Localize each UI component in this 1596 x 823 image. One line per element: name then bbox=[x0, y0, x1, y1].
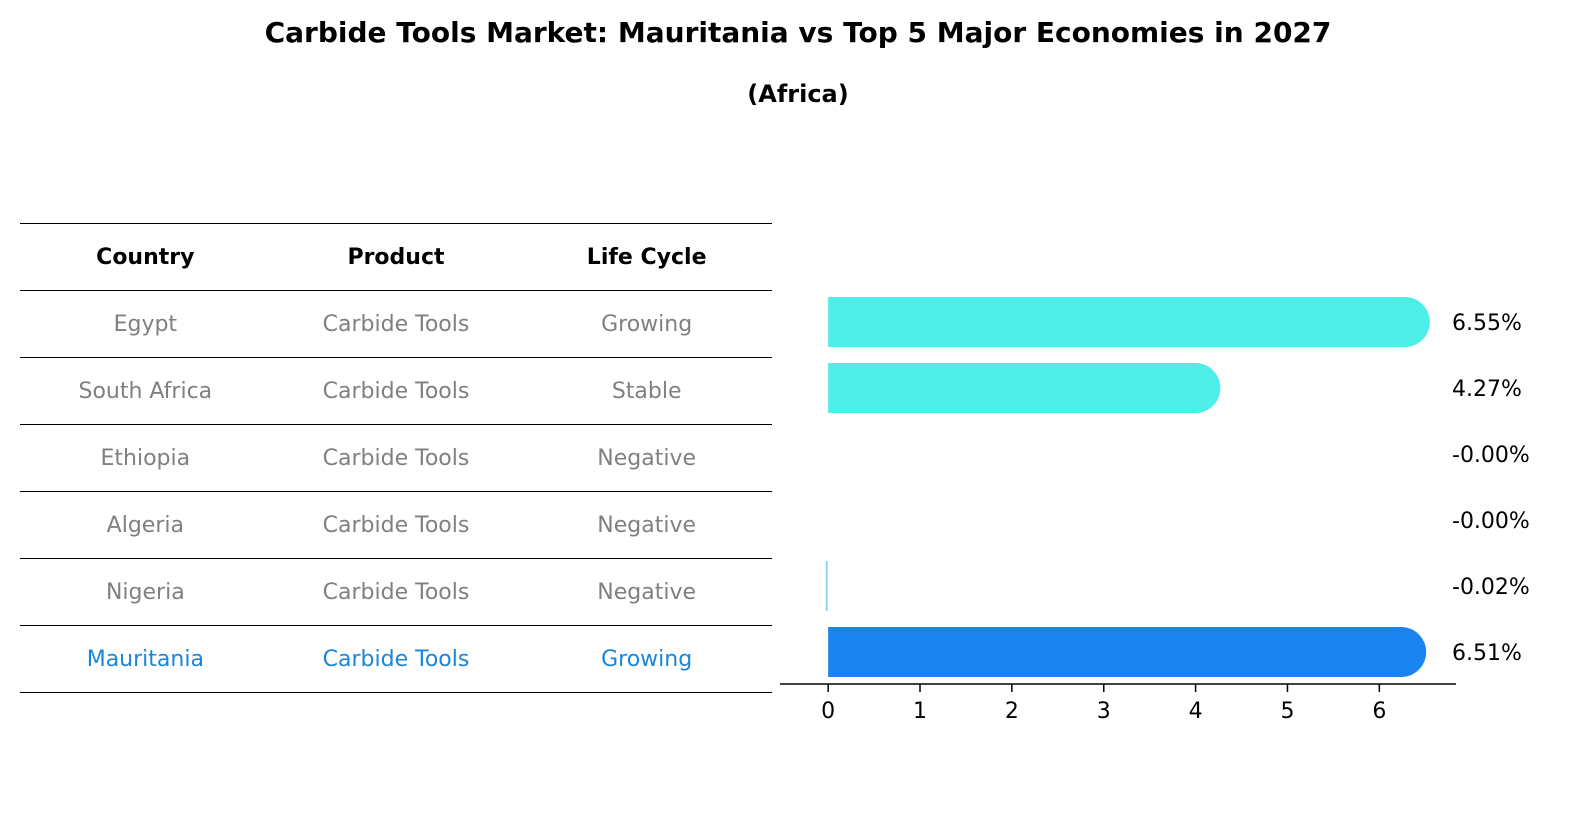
header-country: Country bbox=[20, 223, 271, 291]
cell-product: Carbide Tools bbox=[270, 625, 522, 693]
cell-country: Ethiopia bbox=[20, 424, 271, 492]
cell-country: Egypt bbox=[20, 290, 271, 358]
table-row: Ethiopia Carbide Tools Negative bbox=[20, 424, 772, 492]
bar-chart: 6.55% 4.27% -0.00% -0.00% -0.02% 6.51% 0 1 2 3 4 5 6 bbox=[780, 297, 1530, 724]
cell-country: Algeria bbox=[20, 491, 271, 559]
x-tick-label: 2 bbox=[1005, 699, 1019, 724]
table-row: South Africa Carbide Tools Stable bbox=[20, 357, 772, 425]
cell-life-cycle: Negative bbox=[521, 491, 772, 559]
bar bbox=[825, 561, 828, 611]
x-tick-label: 1 bbox=[913, 699, 927, 724]
x-tick-label: 4 bbox=[1189, 699, 1203, 724]
value-label: 6.55% bbox=[1452, 311, 1522, 336]
cell-life-cycle: Negative bbox=[521, 424, 772, 492]
header-life-cycle: Life Cycle bbox=[521, 223, 772, 291]
value-label: 6.51% bbox=[1452, 641, 1522, 666]
bar-highlight bbox=[828, 627, 1427, 677]
country-table: Country Product Life Cycle Egypt Carbide… bbox=[20, 223, 772, 693]
x-tick-label: 6 bbox=[1372, 699, 1386, 724]
value-label: 4.27% bbox=[1452, 377, 1522, 402]
bar bbox=[828, 363, 1221, 413]
cell-product: Carbide Tools bbox=[270, 491, 522, 559]
cell-country: South Africa bbox=[20, 357, 271, 425]
cell-life-cycle: Negative bbox=[521, 558, 772, 626]
cell-product: Carbide Tools bbox=[270, 290, 522, 358]
cell-country: Mauritania bbox=[20, 625, 271, 693]
cell-product: Carbide Tools bbox=[270, 558, 522, 626]
value-label: -0.00% bbox=[1452, 509, 1530, 534]
cell-country: Nigeria bbox=[20, 558, 271, 626]
cell-product: Carbide Tools bbox=[270, 424, 522, 492]
table-row-highlight: Mauritania Carbide Tools Growing bbox=[20, 625, 772, 693]
cell-life-cycle: Growing bbox=[521, 290, 772, 358]
chart-subtitle: (Africa) bbox=[747, 80, 849, 108]
cell-product: Carbide Tools bbox=[270, 357, 522, 425]
x-tick-label: 3 bbox=[1097, 699, 1111, 724]
header-product: Product bbox=[270, 223, 522, 291]
chart-title: Carbide Tools Market: Mauritania vs Top … bbox=[264, 16, 1332, 49]
value-label: -0.00% bbox=[1452, 443, 1530, 468]
table-row: Egypt Carbide Tools Growing bbox=[20, 290, 772, 358]
table-row: Nigeria Carbide Tools Negative bbox=[20, 558, 772, 626]
x-tick-label: 5 bbox=[1280, 699, 1294, 724]
cell-life-cycle: Stable bbox=[521, 357, 772, 425]
bar bbox=[828, 297, 1430, 347]
value-label: -0.02% bbox=[1452, 575, 1530, 600]
x-tick-label: 0 bbox=[821, 699, 835, 724]
cell-life-cycle: Growing bbox=[521, 625, 772, 693]
table-row: Algeria Carbide Tools Negative bbox=[20, 491, 772, 559]
table-header-row: Country Product Life Cycle bbox=[20, 223, 772, 291]
